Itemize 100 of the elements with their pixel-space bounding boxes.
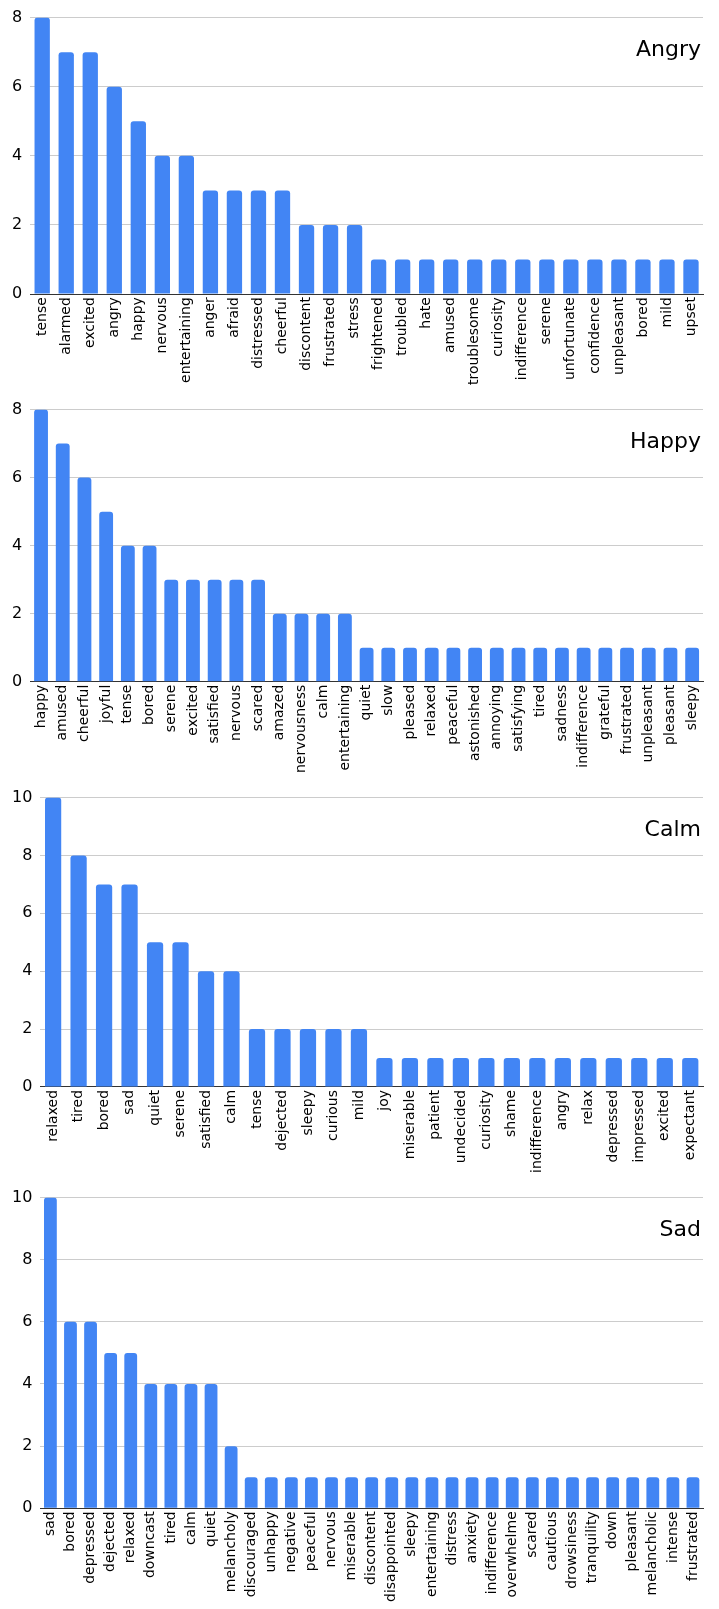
bar [346, 224, 363, 294]
bar [104, 1352, 118, 1508]
bar [223, 971, 240, 1087]
x-tick-label: quiet [201, 1510, 218, 1548]
x-tick-label: relaxed [43, 1089, 60, 1142]
text: Happy [630, 428, 701, 454]
bar [659, 259, 675, 294]
bar [272, 613, 287, 682]
x-tick-label: tired [530, 684, 547, 717]
text: Angry [635, 36, 701, 62]
bar [124, 1352, 138, 1508]
bar [446, 647, 461, 682]
bar [204, 1384, 218, 1508]
x-tick-label: indifference [574, 684, 591, 768]
bar [142, 545, 157, 682]
x-tick-label: relax [578, 1089, 595, 1125]
bar [337, 613, 352, 682]
x-tick-label: frustrated [321, 297, 338, 367]
bar [70, 855, 87, 1087]
x-tick-label: cheerful [273, 297, 290, 355]
bar [576, 647, 591, 682]
bar [598, 647, 613, 682]
y-tick-label: 8 [22, 844, 33, 864]
y-tick-label: 0 [11, 283, 23, 303]
x-tick-label: satisfied [205, 684, 222, 744]
x-tick-label: excited [655, 1089, 672, 1141]
bar [546, 1477, 559, 1508]
bar [381, 647, 396, 682]
bar [244, 1477, 258, 1508]
x-tick-label: tense [118, 684, 135, 724]
x-tick-label: tired [69, 1089, 86, 1123]
bar [164, 1384, 178, 1508]
x-tick-label: cautious [543, 1511, 560, 1571]
x-tick-label: satisfying [509, 684, 526, 752]
bar [316, 613, 331, 682]
x-tick-label: serene [161, 684, 178, 733]
y-tick-label: 4 [11, 534, 23, 554]
x-tick-label: depressed [604, 1089, 621, 1163]
x-tick-label: confidence [585, 297, 602, 374]
x-tick-label: tired [161, 1511, 178, 1544]
x-tick-label: negative [282, 1511, 298, 1573]
x-tick-label: sleepy [402, 1511, 419, 1557]
y-tick-label: 2 [22, 1018, 33, 1038]
bar [485, 1477, 499, 1508]
x-tick-label: intense [663, 1511, 680, 1563]
bar [478, 1058, 495, 1087]
y-tick-label: 6 [22, 902, 33, 922]
x-tick-label: unpleasant [609, 296, 626, 376]
y-tick-label: 4 [22, 1373, 33, 1393]
x-tick-label: curious [324, 1089, 341, 1141]
x-tick-label: nervous [152, 297, 169, 354]
x-tick-label: discouraged [241, 1511, 258, 1598]
bar [305, 1477, 318, 1508]
x-tick-label: frightened [369, 297, 386, 370]
x-tick-label: amused [441, 297, 458, 354]
bar [274, 1029, 291, 1087]
x-tick-label: bored [61, 1511, 78, 1552]
x-tick-label: annoying [487, 684, 504, 750]
x-tick-label: relaxed [422, 684, 439, 737]
x-tick-label: calm [313, 684, 330, 719]
bar [515, 259, 531, 294]
y-tick-label: 0 [11, 670, 23, 690]
x-tick-label: drowsiness [563, 1511, 580, 1589]
bar [224, 1446, 238, 1508]
bar [641, 647, 656, 682]
bar [274, 190, 291, 294]
bar [587, 259, 603, 294]
x-tick-label: joyful [96, 684, 113, 725]
x-tick-label: overwhelme [502, 1511, 519, 1598]
bar [322, 224, 339, 294]
x-tick-label: quiet [145, 1089, 162, 1126]
bar [178, 155, 195, 294]
bar [365, 1477, 379, 1508]
x-tick-label: troublesome [465, 297, 482, 386]
bar [154, 155, 170, 294]
x-tick-label: joy [375, 1089, 392, 1112]
x-tick-label: anxiety [462, 1511, 479, 1564]
bar [55, 443, 70, 682]
bar [686, 1477, 700, 1508]
x-tick-label: alarmed [56, 297, 73, 355]
bar [452, 1058, 470, 1087]
x-tick-label: unfortunate [561, 297, 578, 381]
bar [202, 190, 219, 294]
x-tick-label: miserable [400, 1089, 417, 1160]
bar [250, 190, 267, 294]
bar [468, 647, 483, 682]
bar [505, 1477, 519, 1508]
x-tick-label: scared [248, 684, 265, 732]
x-tick-label: frustrated [683, 1511, 700, 1581]
x-tick-label: bored [633, 297, 650, 338]
bar [566, 1477, 579, 1508]
x-tick-label: sleepy [682, 684, 699, 731]
x-tick-label: troubled [393, 297, 410, 356]
y-tick-label: 2 [11, 214, 23, 234]
x-tick-label: afraid [225, 297, 242, 338]
bar [491, 259, 507, 294]
bar [425, 1477, 439, 1508]
bar [95, 884, 113, 1087]
x-tick-label: quiet [357, 684, 374, 721]
bar [563, 259, 579, 294]
